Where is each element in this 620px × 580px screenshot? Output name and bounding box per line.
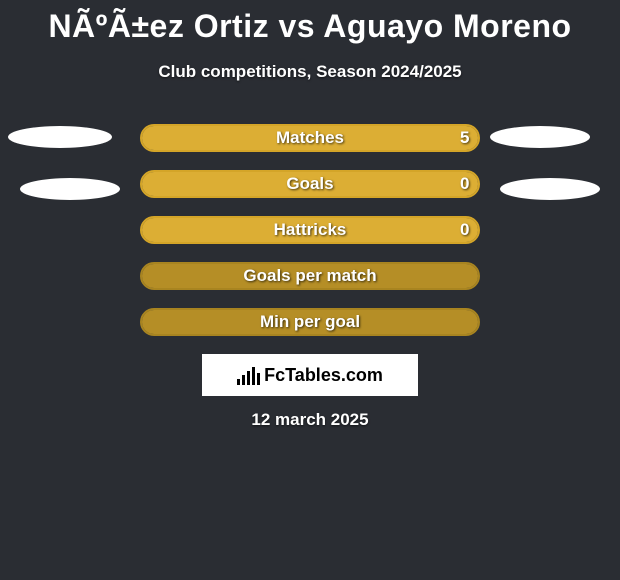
stat-row: Hattricks0 [0, 216, 620, 246]
stat-bar-track [140, 262, 480, 290]
stat-bar-fill [142, 264, 478, 288]
stat-bar-track [140, 170, 480, 198]
stat-bar-fill [142, 310, 478, 334]
stat-value-right: 5 [460, 128, 469, 148]
stat-row: Min per goal [0, 308, 620, 338]
logo-bar [242, 375, 245, 385]
right-oval [500, 178, 600, 200]
logo-bar [257, 373, 260, 385]
fctables-logo: FcTables.com [202, 354, 418, 396]
page-title: NÃºÃ±ez Ortiz vs Aguayo Moreno [0, 8, 620, 45]
stat-value-right: 0 [460, 220, 469, 240]
logo-bar [252, 367, 255, 385]
stat-row: Goals per match [0, 262, 620, 292]
stat-row: Matches5 [0, 124, 620, 154]
subtitle: Club competitions, Season 2024/2025 [0, 62, 620, 82]
stat-row: Goals0 [0, 170, 620, 200]
left-oval [8, 126, 112, 148]
stat-bar-fill [142, 126, 478, 150]
left-oval [20, 178, 120, 200]
logo-bar [247, 371, 250, 385]
stat-bar-track [140, 308, 480, 336]
stat-value-right: 0 [460, 174, 469, 194]
stat-bar-track [140, 216, 480, 244]
stat-bar-fill [142, 172, 478, 196]
right-oval [490, 126, 590, 148]
date-label: 12 march 2025 [0, 410, 620, 430]
stat-bar-fill [142, 218, 478, 242]
logo-inner: FcTables.com [237, 365, 383, 386]
logo-bars-icon [237, 365, 260, 385]
logo-bar [237, 379, 240, 385]
stat-bar-track [140, 124, 480, 152]
logo-text: FcTables.com [264, 365, 383, 386]
